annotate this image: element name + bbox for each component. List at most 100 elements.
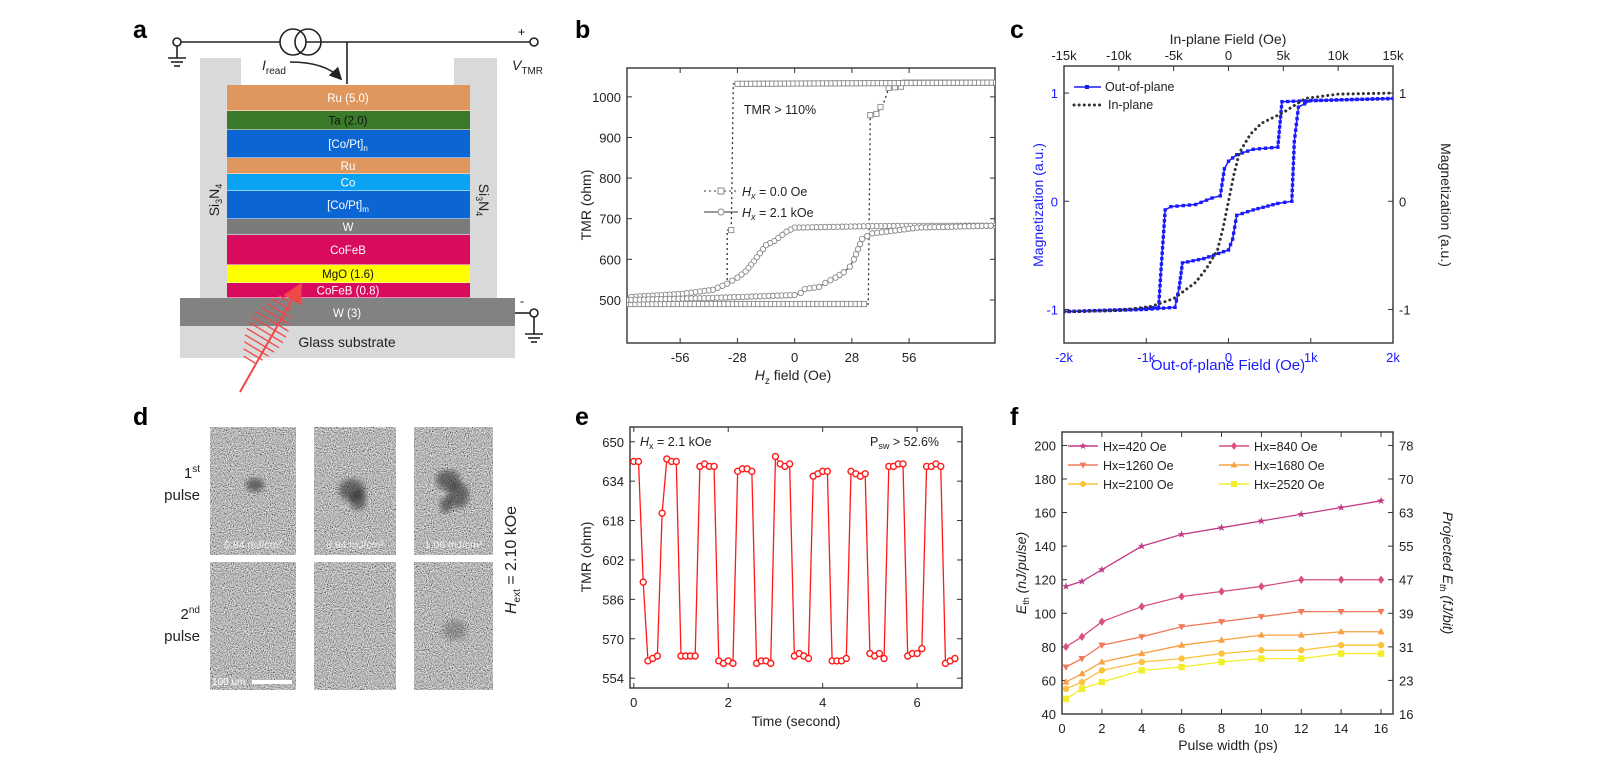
moke-image: 0.84 mJ/cm²: [210, 427, 296, 555]
laser-wave-line: [246, 327, 280, 349]
series-layer: [627, 79, 995, 308]
legend-entry: Hx=420 Oe: [1103, 440, 1167, 454]
data-point: [1290, 183, 1295, 187]
c-legend: Out-of-plane In-plane: [1072, 80, 1175, 112]
data-point: [1186, 260, 1190, 264]
proj-sub: th: [1438, 584, 1448, 592]
data-point: [861, 470, 869, 478]
c-y-axis-label: Magnetization (a.u.): [1030, 143, 1046, 267]
legend-entry: Hx=2100 Oe: [1103, 478, 1174, 492]
si: Si: [206, 204, 222, 216]
data-point: [1337, 575, 1345, 584]
layer: [227, 235, 470, 265]
x-tick-label: 12: [1294, 721, 1308, 736]
layer: [227, 174, 470, 191]
f-right-axis-label: Projected Eth (fJ/bit): [1438, 512, 1456, 635]
data-point: [1292, 140, 1296, 144]
x-tick-label: 6: [1178, 721, 1185, 736]
data-point: [860, 300, 868, 308]
data-point: [779, 231, 786, 238]
layer-name: CoFeB: [330, 245, 366, 257]
series: [1062, 650, 1385, 703]
data-point: [1181, 203, 1185, 208]
field-annotation: Hx = 2.1 kOe: [640, 435, 712, 451]
data-point: [1386, 96, 1390, 101]
laser-pulse: [239, 282, 302, 393]
n: N: [476, 201, 492, 211]
minus-sign: -: [520, 294, 524, 308]
data-point: [1162, 219, 1167, 223]
data-point: [1377, 641, 1385, 649]
data-point: [823, 467, 832, 476]
data-point: [1196, 257, 1201, 262]
plot-frame: [1061, 431, 1394, 715]
layer-name: Ta (2.0): [329, 116, 368, 128]
field-value: = 2.10 kOe: [503, 506, 520, 589]
plus-sign: +: [518, 25, 525, 39]
data-point: [1298, 655, 1305, 662]
series-line: [1065, 644, 1382, 690]
layer-name: Ru: [341, 161, 356, 173]
data-point: [1159, 267, 1163, 272]
layer-name: Co: [341, 178, 356, 190]
legend-rest: = 2.1 kOe: [756, 206, 814, 220]
layer: [227, 219, 470, 235]
layer-name: [Co/Pt]: [327, 200, 362, 212]
f-legend: Hx=420 Oe Hx=840 Oe Hx=1260 Oe Hx=1680 Oe Hx…: [1068, 440, 1325, 492]
data-point: [822, 279, 829, 287]
layer-name: W: [343, 222, 354, 234]
chart-e-labels: TMR (ohm) Time (second) Hx = 2.1 kOe Psw…: [578, 435, 939, 729]
data-point: [1297, 631, 1305, 638]
data-point: [658, 509, 666, 517]
data-point: [1230, 156, 1235, 160]
data-point: [756, 250, 764, 257]
data-point: [1240, 151, 1244, 155]
data-point: [1202, 256, 1206, 261]
data-point: [1355, 97, 1359, 102]
series: [1062, 609, 1385, 671]
data-point: [1178, 592, 1185, 601]
series-line: [1065, 631, 1382, 683]
layer-stack: Ru (5.0)Ta (2.0)[Co/Pt]nRuCo[Co/Pt]mWCoF…: [227, 85, 470, 298]
data-point: [1291, 177, 1295, 182]
top-tick-label: -15k: [1051, 48, 1077, 63]
x-tick-label: -1k: [1137, 350, 1156, 365]
data-point: [1377, 496, 1385, 505]
data-point: [867, 112, 874, 119]
read-current-sub: read: [266, 66, 286, 77]
data-point: [1235, 153, 1239, 157]
right-tick-label: 31: [1399, 640, 1413, 655]
data-point: [1219, 188, 1223, 193]
fluence-label: 0.94 mJ/cm²: [326, 539, 384, 551]
c-right-axis-label: Magnetization (a.u.): [1438, 143, 1454, 267]
fluence-label: 0.84 mJ/cm²: [224, 539, 282, 551]
y-tick-label: 500: [599, 293, 621, 308]
data-point: [1277, 130, 1281, 134]
data-point: [873, 110, 880, 117]
data-point: [852, 251, 860, 258]
row-sup: st: [192, 464, 200, 475]
data-point: [1290, 188, 1294, 193]
data-point: [1144, 307, 1148, 312]
ann-rest: = 2.1 kOe: [654, 435, 712, 449]
y-tick-label: 40: [1042, 707, 1056, 722]
data-point: [1360, 97, 1364, 101]
x-tick-label: 8: [1218, 721, 1225, 736]
y-tick-label: 160: [1034, 506, 1056, 521]
current-arrow-icon: [289, 61, 343, 81]
layer-label: [Co/Pt]m: [327, 200, 369, 214]
data-point: [1163, 208, 1167, 212]
data-point: [1286, 99, 1290, 104]
y-tick-label: 602: [602, 553, 624, 568]
data-point: [1339, 98, 1344, 102]
row-label-1: 1st: [184, 464, 200, 482]
right-pillar-label: Si3N4: [474, 184, 492, 217]
data-point: [1062, 582, 1070, 590]
data-point: [1377, 575, 1385, 584]
right-tick-label: 78: [1399, 438, 1413, 453]
data-point: [1230, 237, 1235, 241]
data-point: [1178, 281, 1182, 285]
plus-terminal: [529, 37, 539, 47]
laser-wave-line: [243, 341, 270, 357]
